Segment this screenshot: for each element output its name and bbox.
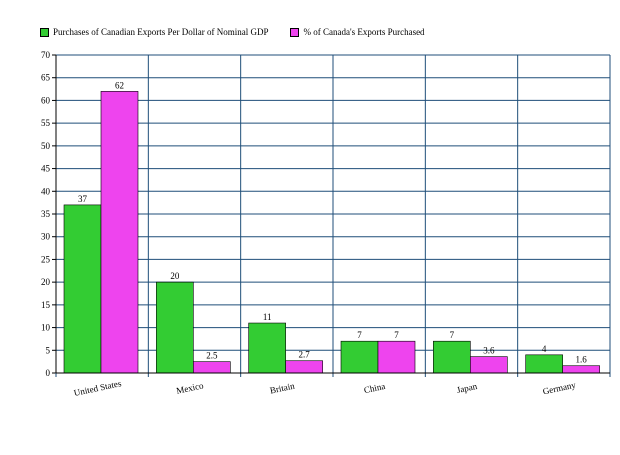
bar-1-germany [525, 354, 563, 374]
x-tick-label: Mexico [175, 380, 204, 396]
y-tick-label: 5 [46, 345, 51, 355]
legend-item-series-2: % of Canada's Exports Purchased [290, 27, 425, 37]
legend-swatch-series-2 [290, 27, 300, 37]
x-tick-label: Britain [269, 380, 296, 395]
bar-2-mexico [193, 361, 231, 374]
y-tick-label: 65 [41, 73, 51, 83]
y-tick-label: 60 [41, 95, 51, 105]
bar-2-germany [562, 365, 600, 374]
bar-1-united-states [63, 204, 102, 374]
y-tick-label: 25 [41, 254, 51, 264]
y-tick-label: 15 [41, 300, 51, 310]
bar-2-britain [285, 360, 323, 374]
legend-label-series-1: Purchases of Canadian Exports Per Dollar… [53, 27, 269, 37]
data-label: 7 [357, 330, 362, 340]
x-tick-label: Japan [456, 381, 479, 395]
bar-1-britain [248, 322, 286, 374]
data-label: 4 [542, 344, 547, 354]
y-tick-label: 10 [41, 323, 51, 333]
legend-swatch-series-1 [40, 27, 49, 37]
bar-1-japan [433, 340, 471, 374]
data-label: 2.5 [206, 351, 218, 361]
data-label: 62 [115, 80, 124, 90]
data-label: 37 [78, 194, 88, 204]
bar-2-china [377, 340, 416, 374]
data-label: 7 [450, 330, 455, 340]
bar-1-china [340, 340, 379, 374]
data-label: 1.6 [576, 355, 588, 365]
chart-legend: Purchases of Canadian Exports Per Dollar… [40, 27, 425, 37]
y-tick-label: 55 [41, 118, 51, 128]
y-tick-label: 40 [41, 186, 51, 196]
bar-1-mexico [156, 281, 194, 374]
bar-2-united-states [100, 91, 139, 374]
y-tick-label: 20 [41, 277, 51, 287]
data-label: 11 [263, 312, 272, 322]
legend-label-series-2: % of Canada's Exports Purchased [303, 27, 425, 37]
y-tick-label: 30 [41, 232, 51, 242]
y-tick-label: 70 [41, 50, 51, 60]
data-label: 3.6 [483, 346, 495, 356]
x-tick-label: Germany [542, 380, 577, 397]
y-tick-label: 45 [41, 164, 51, 174]
y-tick-label: 50 [41, 141, 51, 151]
data-label: 2.7 [299, 350, 311, 360]
y-tick-label: 35 [41, 209, 51, 219]
legend-item-series-1: Purchases of Canadian Exports Per Dollar… [40, 27, 268, 37]
data-label: 7 [394, 330, 399, 340]
bar-2-japan [470, 356, 508, 374]
x-tick-label: China [363, 381, 386, 395]
x-tick-label: United States [73, 378, 123, 398]
data-label: 20 [170, 271, 180, 281]
y-tick-label: 0 [46, 368, 51, 378]
